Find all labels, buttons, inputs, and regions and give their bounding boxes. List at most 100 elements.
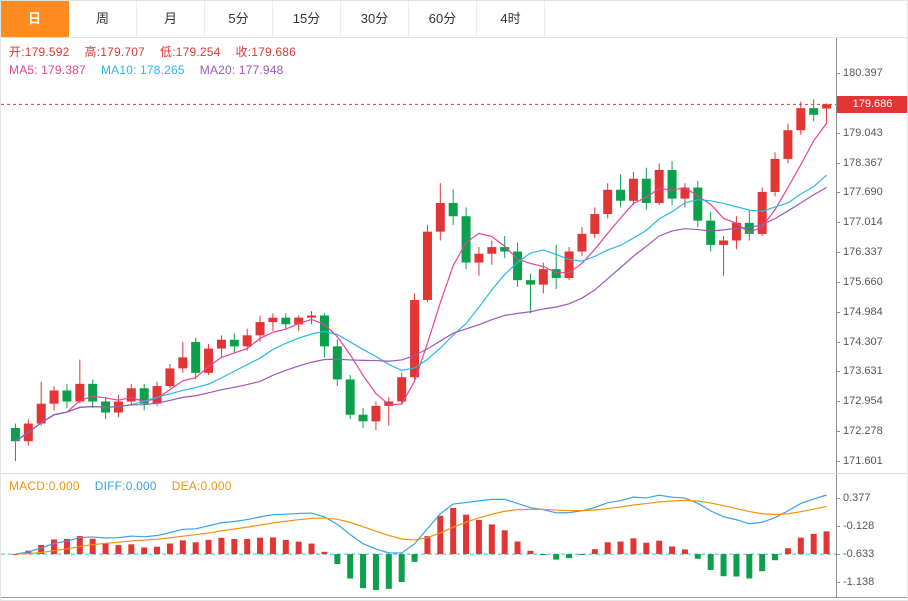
macd-histogram-bar <box>51 539 58 555</box>
candle-body <box>229 339 239 347</box>
candle-body <box>693 187 703 221</box>
candle-body <box>822 104 832 109</box>
candle-body <box>525 280 535 285</box>
macd-histogram-bar <box>566 554 573 559</box>
macd-histogram-bar <box>553 554 560 560</box>
ma-legend: MA5: 179.387 MA10: 178.265 MA20: 177.948 <box>9 63 284 77</box>
macd-histogram-bar <box>759 554 766 572</box>
macd-histogram-bar <box>681 549 688 555</box>
macd-histogram-bar <box>218 537 225 555</box>
macd-histogram-bar <box>257 537 264 555</box>
candle-body <box>422 231 432 301</box>
macd-chart-canvas[interactable] <box>1 473 837 598</box>
macd-histogram-bar <box>321 551 328 555</box>
diff-value: DIFF:0.000 <box>94 479 157 493</box>
high-value: 高:179.707 <box>84 45 146 59</box>
macd-histogram-bar <box>630 538 637 555</box>
candle-body <box>281 317 291 325</box>
candle-body <box>487 247 497 254</box>
price-axis-label: 179.043 <box>836 126 883 139</box>
candle-body <box>706 220 716 245</box>
candle-body <box>551 269 561 278</box>
price-axis-label: 172.278 <box>836 425 883 438</box>
macd-histogram-bar <box>488 524 495 555</box>
macd-histogram-bar <box>784 548 791 555</box>
candle-body <box>783 130 793 159</box>
macd-histogram-bar <box>179 540 186 555</box>
macd-histogram-bar <box>347 554 354 579</box>
price-axis-label: 178.367 <box>836 156 883 169</box>
tab-4hour[interactable]: 4时 <box>477 1 545 37</box>
candle-body <box>152 386 162 404</box>
macd-histogram-bar <box>578 554 585 556</box>
macd-value: MACD:0.000 <box>9 479 80 493</box>
macd-histogram-bar <box>540 554 547 556</box>
bottom-border-line <box>1 597 907 598</box>
tab-30min[interactable]: 30分 <box>341 1 409 37</box>
candle-body <box>62 390 72 402</box>
macd-histogram-bar <box>463 514 470 555</box>
candle-body <box>796 108 806 131</box>
macd-histogram-bar <box>475 519 482 555</box>
ohlc-legend: 开:179.592 高:179.707 低:179.254 收:179.686 <box>9 43 296 60</box>
price-axis-label: 174.307 <box>836 335 883 348</box>
macd-histogram-bar <box>746 554 753 579</box>
tab-weekly[interactable]: 周 <box>69 1 137 37</box>
macd-histogram-bar <box>411 554 418 562</box>
candle-body <box>577 233 587 252</box>
ma5-line <box>15 122 828 442</box>
candle-body <box>641 178 651 203</box>
candle-body <box>719 240 729 245</box>
candle-body <box>410 300 420 378</box>
macd-histogram-bar <box>282 539 289 555</box>
candle-body <box>242 335 252 347</box>
macd-histogram-bar <box>102 543 109 555</box>
macd-histogram-bar <box>707 554 714 570</box>
macd-histogram-bar <box>604 542 611 555</box>
price-axis-label: 172.954 <box>836 395 883 408</box>
macd-histogram-bar <box>527 550 534 555</box>
macd-histogram-bar <box>295 541 302 555</box>
tab-15min[interactable]: 15分 <box>273 1 341 37</box>
candle-body <box>603 189 613 215</box>
last-price-tag: 179.686 <box>837 95 907 113</box>
price-chart-canvas[interactable] <box>1 37 837 473</box>
macd-histogram-bar <box>372 554 379 590</box>
candle-body <box>628 178 638 201</box>
tab-daily[interactable]: 日 <box>1 1 69 37</box>
macd-histogram-bar <box>591 549 598 555</box>
candle-body <box>680 187 690 199</box>
tab-monthly[interactable]: 月 <box>137 1 205 37</box>
candle-body <box>268 317 278 323</box>
macd-histogram-bar <box>437 515 444 555</box>
candle-body <box>345 379 355 415</box>
price-axis-label: 171.601 <box>836 455 883 467</box>
macd-histogram-bar <box>128 544 135 555</box>
candle-body <box>616 189 626 201</box>
macd-histogram-bar <box>115 545 122 555</box>
macd-histogram-bar <box>656 540 663 555</box>
candle-body <box>49 390 59 404</box>
candle-body <box>384 401 394 406</box>
tab-60min[interactable]: 60分 <box>409 1 477 37</box>
ma10-value: MA10: 178.265 <box>100 63 185 77</box>
candle-body <box>770 158 780 192</box>
candle-body <box>165 368 175 387</box>
macd-histogram-bar <box>450 507 457 555</box>
price-axis-label: 176.337 <box>836 246 883 259</box>
candle-body <box>654 169 664 203</box>
macd-histogram-bar <box>12 554 19 556</box>
tab-5min[interactable]: 5分 <box>205 1 273 37</box>
macd-histogram-bar <box>89 538 96 555</box>
candle-body <box>139 388 149 404</box>
macd-histogram-bar <box>63 538 70 555</box>
macd-histogram-bar <box>617 541 624 555</box>
macd-legend: MACD:0.000 DIFF:0.000 DEA:0.000 <box>9 479 232 493</box>
macd-histogram-bar <box>38 545 45 555</box>
candle-body <box>744 222 754 234</box>
candle-body <box>667 169 677 199</box>
candle-body <box>448 202 458 217</box>
candle-body <box>216 339 226 349</box>
macd-histogram-bar <box>76 536 83 555</box>
